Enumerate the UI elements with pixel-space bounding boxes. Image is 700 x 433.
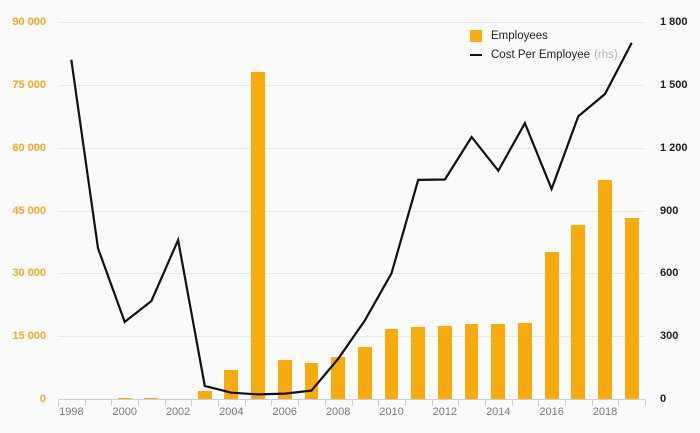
legend-item-employees[interactable]: Employees (470, 26, 618, 45)
y-axis-right-tick-label: 0 (660, 393, 667, 405)
gridline (58, 336, 645, 337)
x-axis-tick (245, 399, 246, 406)
bar[interactable] (331, 357, 346, 399)
x-axis-tick-label: 2014 (486, 406, 511, 418)
x-axis-tick-label: 1998 (59, 406, 84, 418)
gridline (58, 22, 645, 23)
y-axis-left-tick-label: 0 (39, 393, 46, 405)
x-axis-tick (538, 399, 539, 406)
x-axis-tick-label: 2008 (325, 406, 351, 418)
x-axis-tick-label: 2000 (112, 406, 137, 418)
bar[interactable] (357, 346, 372, 399)
x-axis-tick (58, 399, 59, 406)
bar[interactable] (491, 324, 506, 399)
gridline (58, 148, 645, 149)
y-axis-left-tick-label: 30 000 (12, 267, 46, 280)
x-axis-tick-label: 2018 (592, 406, 618, 418)
bar[interactable] (598, 179, 612, 399)
bar[interactable] (411, 327, 426, 399)
bar[interactable] (544, 251, 559, 399)
x-axis-tick (85, 399, 86, 406)
bar[interactable] (437, 326, 452, 399)
x-axis-tick (378, 399, 379, 406)
bar-series-employees (58, 22, 645, 399)
bar[interactable] (384, 328, 399, 399)
bar[interactable] (117, 397, 132, 399)
x-axis-tick (618, 399, 619, 406)
x-axis-tick (458, 399, 459, 406)
x-axis-tick (352, 399, 353, 406)
x-axis-tick (592, 399, 593, 406)
y-axis-left-tick-label: 90 000 (12, 16, 46, 28)
legend-line-swatch-icon (470, 53, 482, 56)
x-axis-tick (218, 399, 219, 406)
x-axis-tick (325, 399, 326, 406)
y-axis-right-tick-label: 600 (660, 267, 679, 280)
x-axis-tick (512, 399, 513, 406)
legend-label-employees: Employees (491, 29, 548, 42)
x-axis-tick (405, 399, 406, 406)
gridline (58, 211, 645, 212)
x-axis-tick-label: 2004 (219, 406, 244, 418)
bar[interactable] (571, 225, 586, 399)
y-axis-right-tick-label: 300 (660, 330, 679, 343)
x-axis-tick (645, 399, 646, 406)
x-axis-tick (191, 399, 192, 406)
bar[interactable] (277, 360, 292, 399)
gridline (58, 85, 645, 86)
x-axis-tick-label: 2016 (539, 406, 564, 418)
x-axis-tick (565, 399, 566, 406)
legend-label-rhs-note: (rhs) (594, 48, 618, 61)
y-axis-left-tick-label: 15 000 (12, 330, 46, 343)
x-axis-tick (138, 399, 139, 406)
legend-item-cost-per-employee[interactable]: Cost Per Employee (rhs) (470, 45, 618, 64)
y-axis-right-tick-label: 1 500 (660, 78, 688, 91)
bar[interactable] (517, 322, 532, 399)
x-axis-tick-label: 2002 (165, 406, 191, 418)
x-axis-tick-label: 2006 (272, 406, 298, 418)
x-axis-tick (271, 399, 272, 406)
y-axis-right-tick-label: 900 (660, 204, 679, 217)
x-axis-tick (165, 399, 166, 406)
bar[interactable] (144, 397, 159, 399)
legend: Employees Cost Per Employee (rhs) (470, 26, 618, 64)
bar[interactable] (251, 71, 266, 399)
legend-label-cost-per-employee: Cost Per Employee (491, 48, 591, 61)
x-axis-tick (485, 399, 486, 406)
x-axis-tick-label: 2012 (432, 406, 458, 418)
x-axis-tick-label: 2010 (379, 406, 404, 418)
gridline (58, 273, 645, 274)
bar[interactable] (624, 218, 639, 399)
bar[interactable] (464, 324, 479, 399)
x-axis-tick (111, 399, 112, 406)
legend-square-swatch-icon (470, 29, 482, 42)
bar[interactable] (197, 391, 212, 399)
y-axis-right-tick-label: 1 200 (660, 141, 688, 154)
y-axis-left-tick-label: 45 000 (12, 204, 46, 217)
y-axis-right-tick-label: 1 800 (660, 16, 688, 28)
y-axis-left-tick-label: 60 000 (12, 141, 46, 154)
y-axis-left-tick-label: 75 000 (12, 78, 46, 91)
x-axis-tick (298, 399, 299, 406)
x-axis-line (58, 399, 645, 400)
x-axis-tick (432, 399, 433, 406)
